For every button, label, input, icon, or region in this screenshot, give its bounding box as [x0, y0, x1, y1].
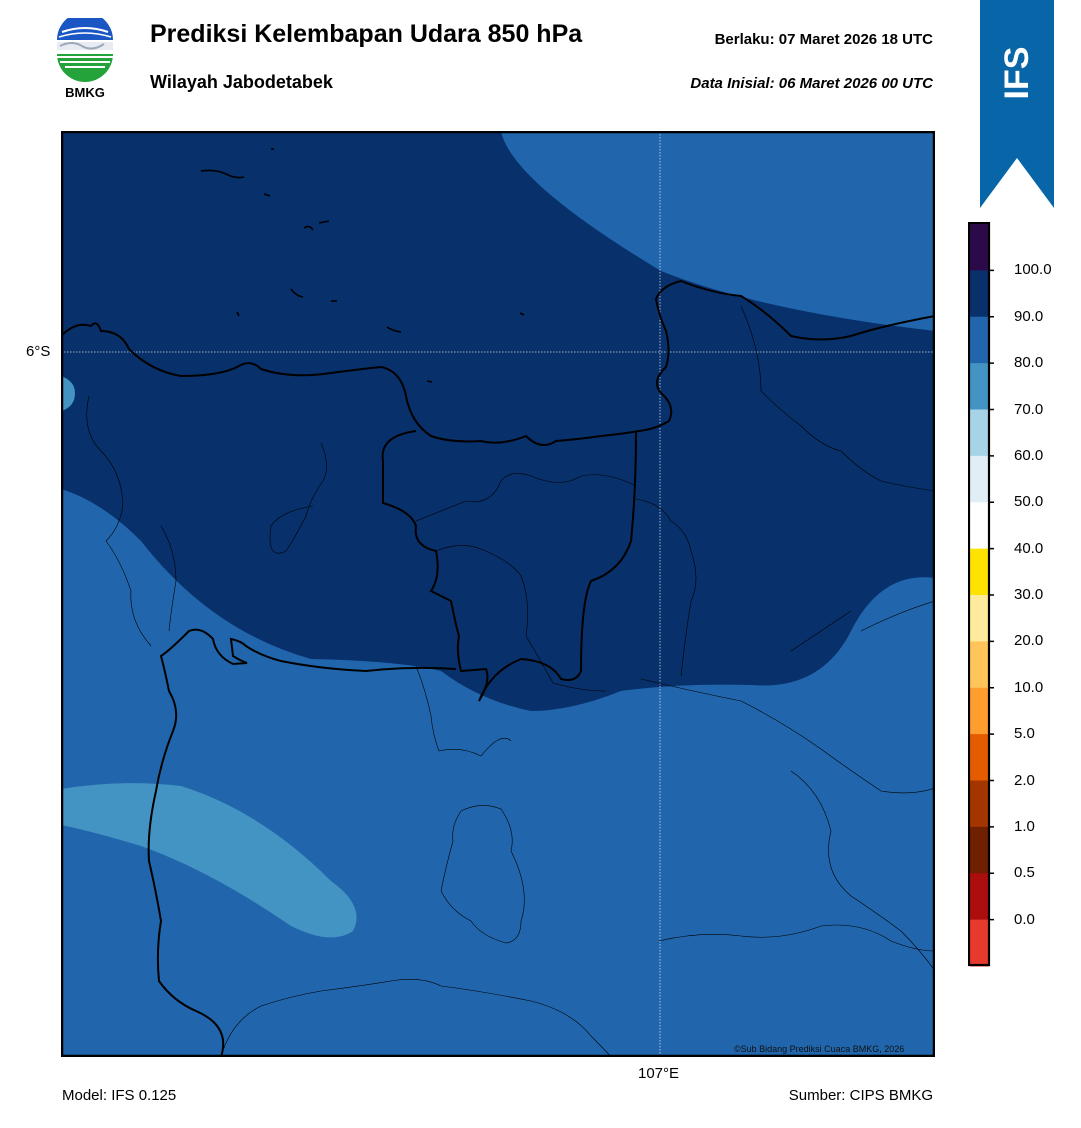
colorbar-block — [970, 316, 989, 364]
colorbar-label: 90.0 — [1014, 307, 1044, 325]
colorbar-block — [970, 502, 989, 550]
colorbar-label: 20.0 — [1014, 632, 1044, 650]
colorbar-block — [970, 687, 989, 735]
initial-data-time: Data Inisial: 06 Maret 2026 00 UTC — [690, 75, 933, 92]
logo-label: BMKG — [65, 85, 105, 100]
latitude-label: 6°S — [26, 343, 51, 360]
colorbar-block — [970, 826, 989, 874]
colorbar-block — [970, 224, 989, 271]
colorbar-block — [970, 873, 989, 921]
colorbar-label: 80.0 — [1014, 354, 1044, 372]
model-info: Model: IFS 0.125 — [62, 1087, 177, 1104]
province-border — [147, 430, 637, 1057]
regency-borders — [86, 305, 935, 1057]
colorbar-label: 30.0 — [1014, 586, 1044, 603]
colorbar-block — [970, 455, 989, 503]
ribbon-label: IFS — [998, 47, 1036, 100]
colorbar-label: 0.0 — [1014, 910, 1035, 928]
colorbar-block — [970, 548, 989, 596]
colorbar-label: 40.0 — [1014, 539, 1044, 557]
map-credit: ©Sub Bidang Prediksi Cuaca BMKG, 2026 — [734, 1044, 905, 1054]
model-ribbon — [980, 0, 1054, 208]
colorbar-label: 2.0 — [1014, 771, 1035, 789]
colorbar-label: 0.5 — [1014, 864, 1035, 882]
data-source: Sumber: CIPS BMKG — [788, 1087, 933, 1104]
colorbar-blocks — [970, 224, 989, 967]
colorbar-block — [970, 595, 989, 642]
colorbar-block — [970, 780, 989, 828]
colorbar-block — [970, 641, 989, 689]
page-title: Prediksi Kelembapan Udara 850 hPa — [150, 20, 583, 48]
humidity-70-80-band — [61, 783, 357, 938]
humidity-70-80-patch — [61, 376, 75, 411]
colorbar-label: 70.0 — [1014, 400, 1044, 418]
colorbar-block — [970, 919, 989, 967]
region-subtitle: Wilayah Jabodetabek — [150, 72, 333, 92]
valid-time: Berlaku: 07 Maret 2026 18 UTC — [714, 31, 933, 48]
coastline — [61, 279, 935, 446]
colorbar-block — [970, 270, 989, 318]
bmkg-logo-icon — [57, 18, 113, 82]
colorbar-frame — [968, 222, 991, 967]
map-frame — [61, 131, 935, 1057]
colorbar-label: 50.0 — [1014, 493, 1044, 511]
colorbar-label: 1.0 — [1014, 817, 1035, 835]
colorbar-block — [970, 734, 989, 781]
longitude-label: 107°E — [638, 1065, 680, 1082]
colorbar-label: 100.0 — [1014, 261, 1052, 279]
colorbar-label: 10.0 — [1014, 678, 1044, 696]
humidity-map[interactable] — [61, 131, 935, 1057]
colorbar-ticks — [989, 269, 994, 921]
humidity-colorbar — [968, 222, 994, 967]
humidity-90-100-area — [61, 131, 935, 711]
colorbar-block — [970, 409, 989, 457]
colorbar-block — [970, 363, 989, 410]
ribbon-text: IFS — [998, 47, 1036, 100]
thousand-islands — [200, 148, 525, 383]
colorbar-label: 60.0 — [1014, 446, 1044, 464]
colorbar-label: 5.0 — [1014, 725, 1035, 743]
